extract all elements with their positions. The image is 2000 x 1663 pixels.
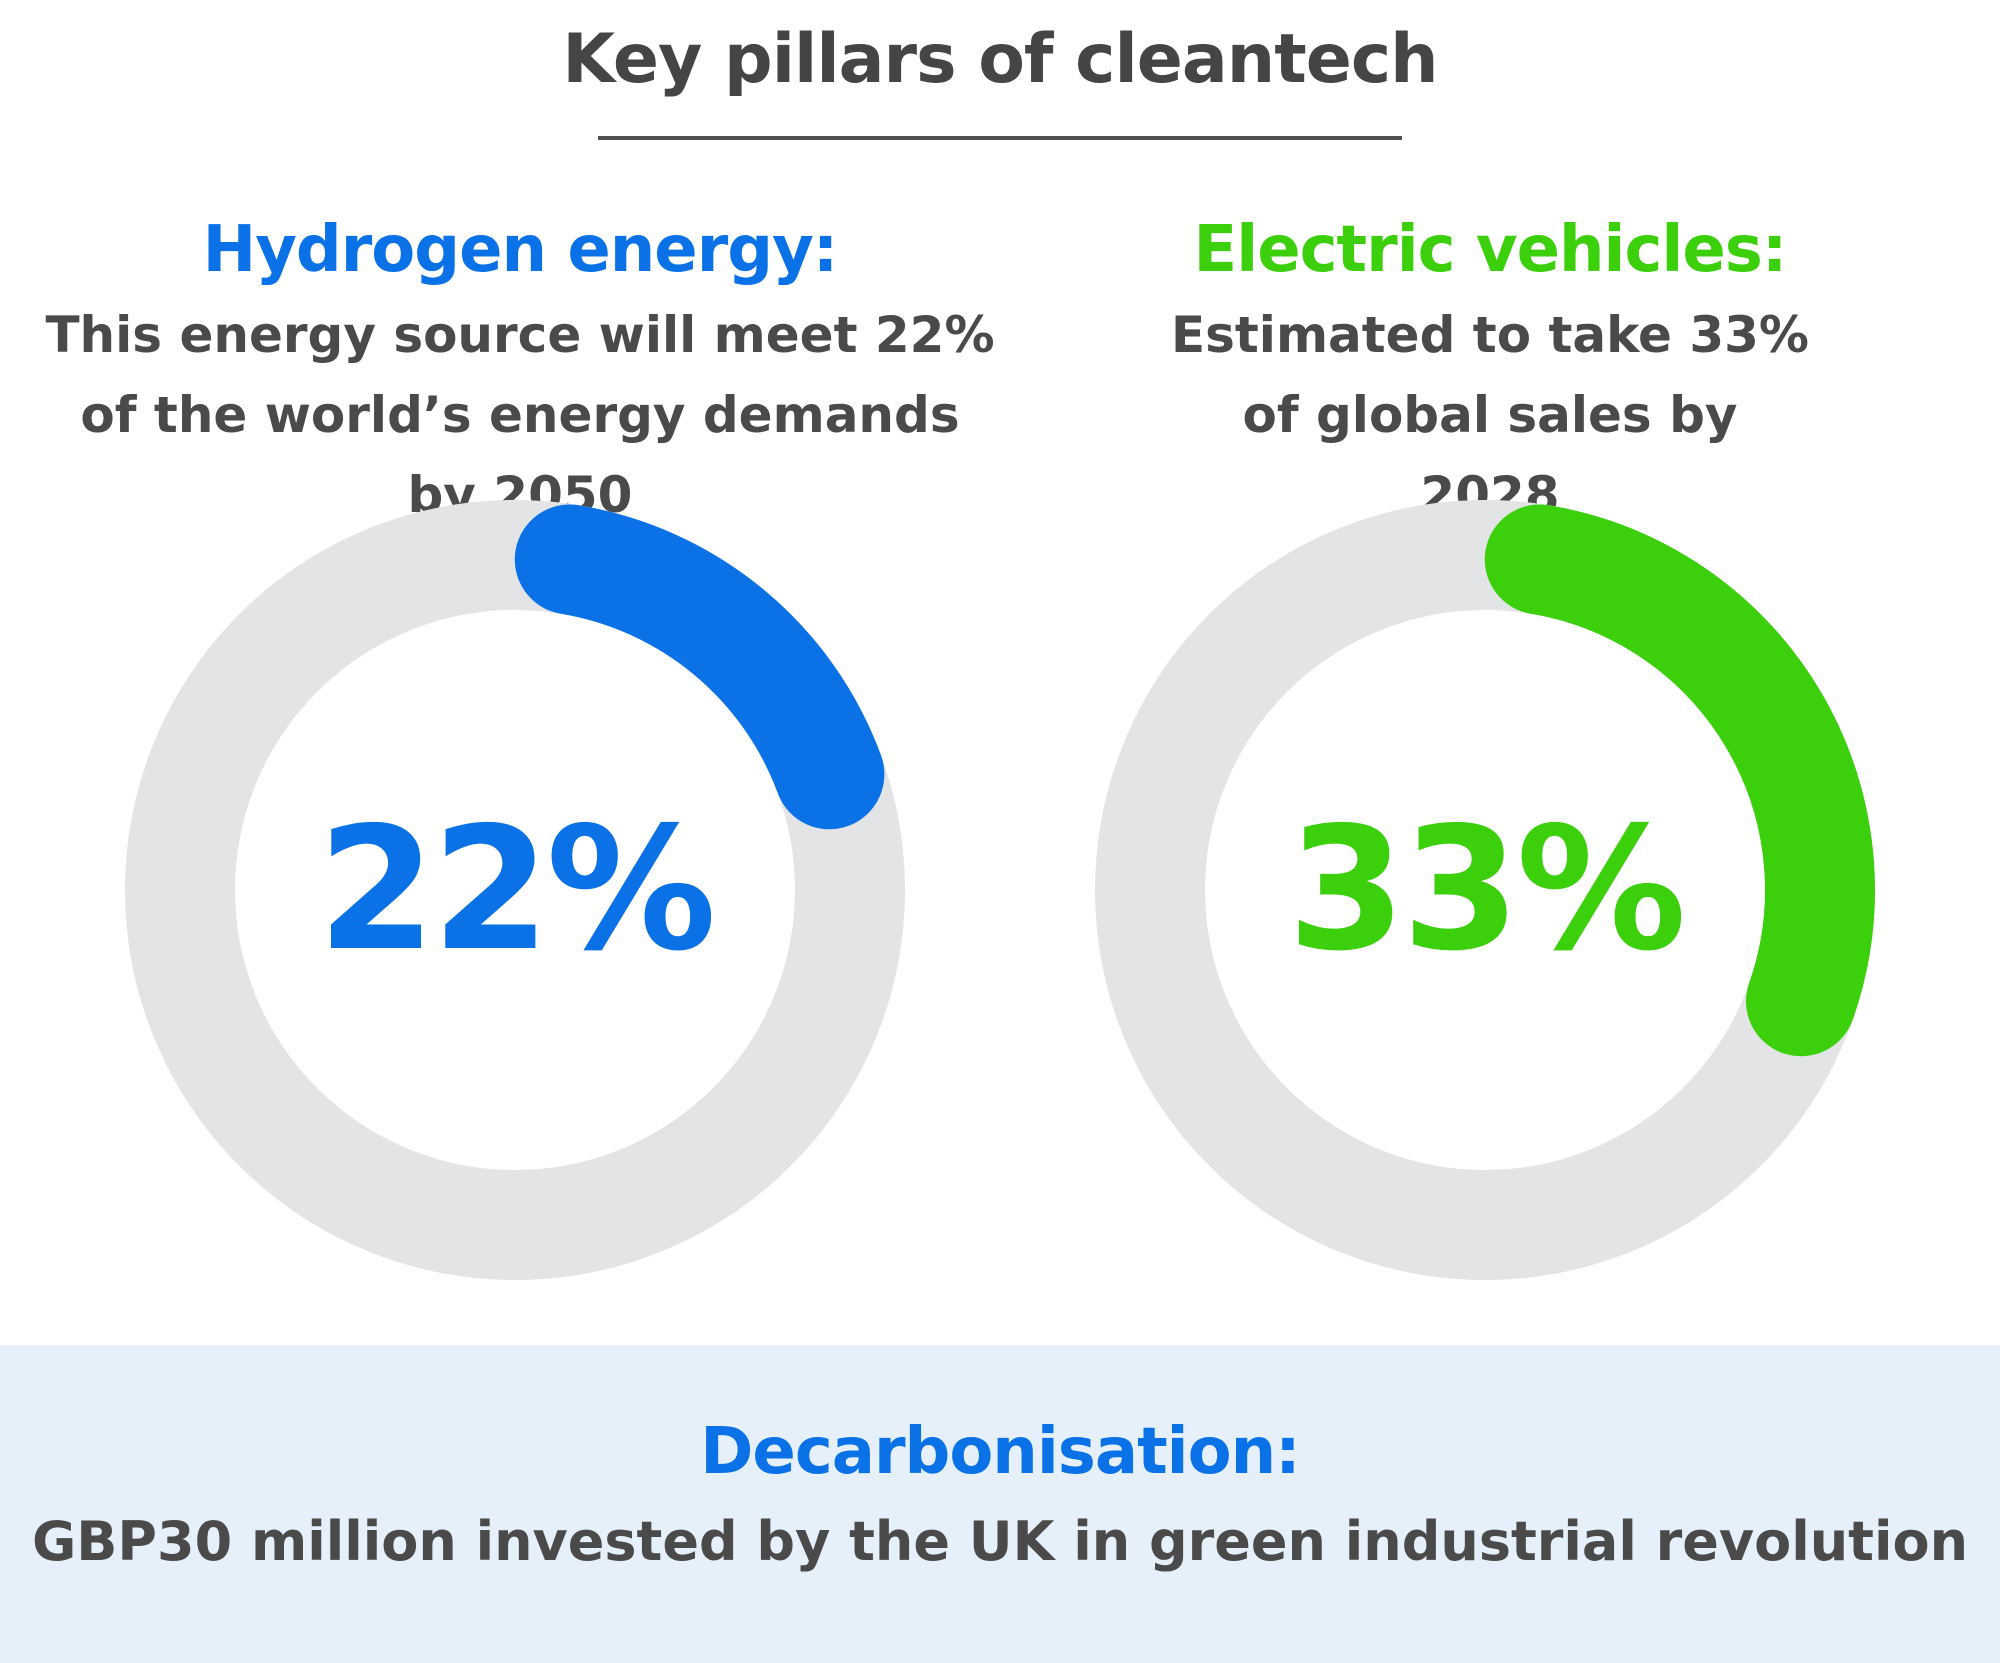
ev-heading: Electric vehicles: [1193, 213, 1788, 287]
decarbonisation-band [0, 1345, 2000, 1663]
ev-percent-label: 33% [1288, 791, 1683, 989]
ev-donut-svg: 33% [1095, 500, 1875, 1280]
ev-section: Electric vehicles: Estimated to take 33%… [990, 205, 1990, 535]
hydrogen-percent-label: 22% [318, 791, 713, 989]
ev-donut-chart: 33% [1085, 490, 1885, 1290]
hydrogen-donut-chart: 22% [115, 490, 915, 1290]
hydrogen-description: This energy source will meet 22% of the … [45, 306, 995, 524]
hydrogen-arc [514, 504, 885, 830]
decarbonisation-description: GBP30 million invested by the UK in gree… [31, 1510, 1969, 1573]
page-title: Key pillars of cleantech [562, 20, 1438, 99]
decarbonisation-heading: Decarbonisation: [700, 1415, 1300, 1489]
ev-arc [1484, 504, 1875, 1057]
title-underline [598, 136, 1402, 140]
hydrogen-donut-svg: 22% [125, 500, 905, 1280]
hydrogen-section: Hydrogen energy: This energy source will… [20, 205, 1020, 535]
ev-description: Estimated to take 33% of global sales by… [1170, 306, 1809, 524]
hydrogen-heading: Hydrogen energy: [202, 213, 839, 287]
